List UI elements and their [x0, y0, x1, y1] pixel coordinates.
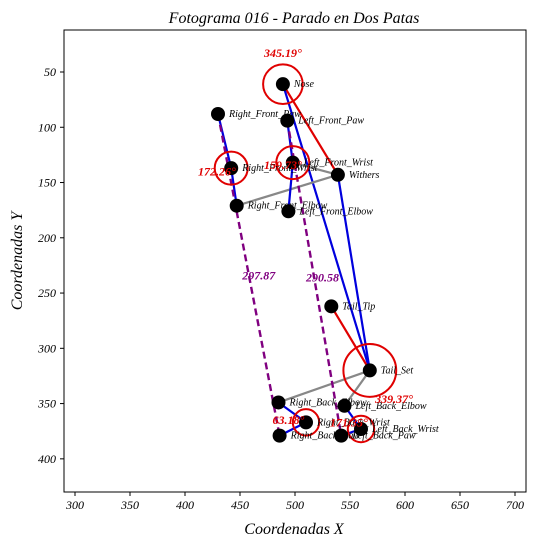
keypoint-left-back-elbow [337, 398, 352, 413]
x-tick-label: 600 [396, 498, 414, 512]
angle-annotation: 297.87 [241, 268, 276, 282]
segment-withers-to-right-front-elbow [235, 173, 339, 207]
keypoint-label-right-back-elbow: Right_Back_Elbow [289, 397, 368, 408]
keypoint-right-front-wrist [224, 161, 239, 176]
angle-circles [213, 63, 398, 444]
segment-left-front-wrist-to-left-front-paw [286, 119, 294, 164]
angle-circle-left-back-wrist [346, 414, 376, 444]
keypoint-left-front-paw [280, 113, 295, 128]
y-axis-label: Coordenadas Y [9, 210, 26, 311]
x-tick-label: 400 [176, 498, 194, 512]
keypoint-tail-set [362, 363, 377, 378]
angle-annotation: 159.73° [264, 158, 302, 172]
axes: 300 350 400 450 500 550 600 650 700 50 100 150 200 25… [37, 65, 524, 512]
segment-right-front-wrist-to-right-front-paw [216, 112, 233, 170]
segment-nose-to-tail-set [281, 83, 371, 372]
x-tick-label: 500 [286, 498, 304, 512]
segment-tail-set-to-tail-tip [330, 305, 371, 372]
keypoint-label-left-front-paw: Left_Front_Paw [297, 116, 364, 127]
chart-title: Fotograma 016 - Parado en Dos Patas [168, 10, 420, 27]
segment-withers-to-left-front-wrist [291, 161, 339, 176]
y-tick-label: 150 [38, 176, 56, 190]
keypoint-tail-tip [324, 299, 339, 314]
y-tick-label: 300 [37, 341, 56, 355]
angle-annotation: 339.37° [374, 392, 413, 406]
y-tick-label: 250 [38, 286, 56, 300]
keypoint-label-left-back-paw: Left_Back_Paw [351, 431, 416, 442]
y-tick-label: 50 [44, 65, 56, 79]
x-tick-label: 450 [231, 498, 249, 512]
segment-withers-to-tail-set [336, 173, 371, 372]
x-tick-label: 650 [451, 498, 469, 512]
x-tick-label: 700 [506, 498, 524, 512]
skeleton-segments [216, 83, 371, 437]
keypoint-left-back-paw [334, 428, 349, 443]
keypoint-label-right-front-wrist: Right_Front_Wrist [241, 163, 317, 174]
keypoints [211, 77, 377, 443]
x-tick-label: 350 [120, 498, 139, 512]
angle-circle-right-front-wrist [213, 150, 249, 186]
segment-left-front-elbow-to-left-front-wrist [287, 161, 294, 213]
x-tick-label: 550 [341, 498, 359, 512]
y-tick-label: 400 [38, 452, 56, 466]
angle-annotation: 63.18° [272, 413, 304, 427]
keypoint-right-front-elbow [229, 198, 244, 213]
angle-annotation: 290.58 [305, 271, 339, 285]
keypoint-label-withers: Withers [349, 170, 380, 181]
y-tick-label: 350 [37, 397, 56, 411]
angle-circle-right-back-wrist [291, 408, 321, 437]
keypoint-left-front-elbow [281, 204, 296, 219]
keypoint-label-left-back-wrist: Left_Back_Wrist [371, 424, 439, 435]
keypoint-label-right-front-elbow: Right_Front_Elbow [247, 201, 328, 212]
keypoint-label-tail-tip: Tail_Tip [342, 301, 375, 312]
keypoint-label-left-back-elbow: Left_Back_Elbow [355, 401, 427, 412]
segment-nose-to-withers [281, 83, 339, 176]
keypoint-label-left-front-wrist: Left_Front_Wrist [303, 158, 373, 169]
angle-annotation: 345.19° [263, 46, 302, 60]
keypoint-label-right-back-wrist: Right_Back_Wrist [316, 417, 390, 428]
keypoint-withers [330, 167, 345, 182]
angle-circle-nose [262, 63, 304, 105]
angle-annotation: 171.35° [330, 415, 368, 429]
keypoint-right-back-elbow [271, 395, 286, 410]
segment-tail-set-to-left-back-elbow [343, 369, 371, 407]
keypoint-label-nose: Nose [293, 79, 315, 90]
keypoint-label-right-front-paw: Right_Front_Paw [228, 109, 301, 120]
keypoint-label-tail-set: Tail_Set [381, 365, 414, 376]
keypoint-left-back-wrist [354, 422, 368, 436]
y-tick-label: 200 [38, 231, 56, 245]
x-axis-label: Coordenadas X [244, 521, 345, 538]
segment-left-front-paw-to-left-back-paw [286, 120, 343, 436]
angle-circle-left-front-wrist [275, 145, 311, 181]
segment-tail-set-to-right-back-elbow [277, 369, 371, 404]
angle-annotation: 172.26° [198, 164, 236, 178]
keypoint-label-left-front-elbow: Left_Front_Elbow [298, 206, 373, 217]
keypoint-label-right-back-paw: Right_Back_Paw [290, 431, 361, 442]
keypoint-left-front-wrist [285, 155, 300, 170]
angle-circle-tail-set [342, 343, 398, 398]
x-tick-label: 300 [65, 498, 84, 512]
keypoint-right-back-paw [272, 428, 287, 443]
keypoint-right-front-paw [211, 107, 225, 121]
keypoint-nose [275, 77, 290, 92]
keypoint-right-back-wrist [299, 415, 313, 430]
y-tick-label: 100 [38, 120, 56, 134]
angle-annotations: 345.19° 172.26° 159.73° 339.37° 63.18° 171.35… [198, 46, 413, 429]
